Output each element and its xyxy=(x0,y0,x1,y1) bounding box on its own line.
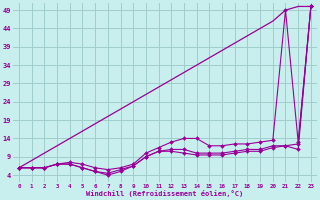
X-axis label: Windchill (Refroidissement éolien,°C): Windchill (Refroidissement éolien,°C) xyxy=(86,190,244,197)
